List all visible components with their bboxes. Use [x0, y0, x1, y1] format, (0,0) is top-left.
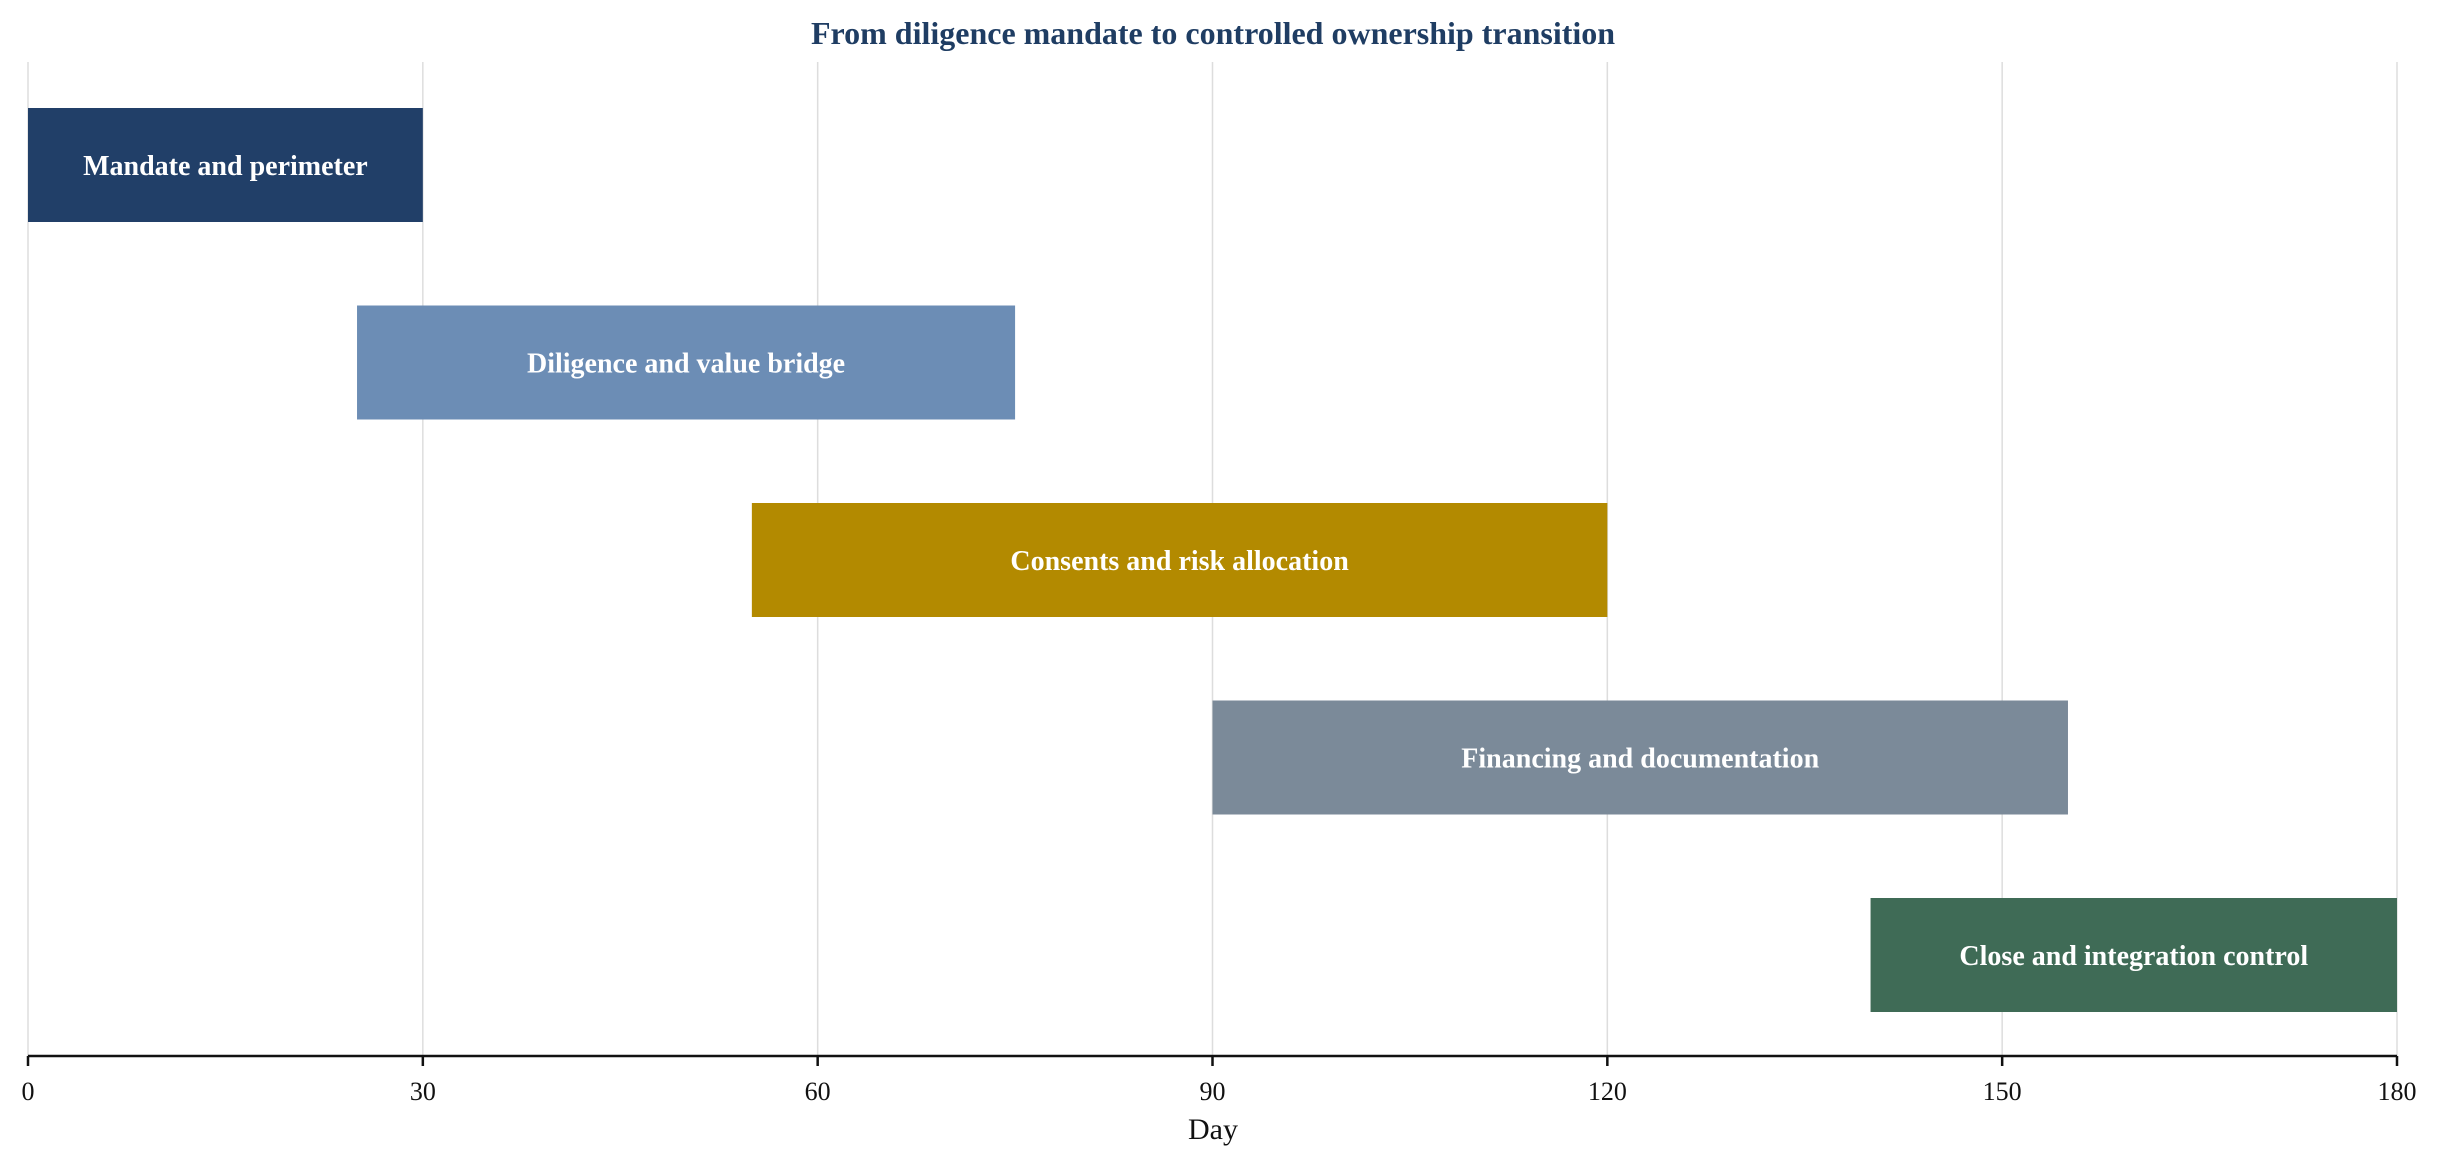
gantt-bar-group: Close and integration control	[1870, 898, 2397, 1012]
gantt-bar-group: Diligence and value bridge	[357, 305, 1016, 420]
gantt-bar	[751, 503, 1608, 617]
gantt-bar-group: Mandate and perimeter	[28, 108, 423, 222]
gantt-bar	[1870, 898, 2397, 1012]
gantt-bar	[1212, 700, 2068, 815]
x-tick-label: 180	[2378, 1077, 2417, 1106]
x-tick-label: 90	[1200, 1077, 1226, 1106]
gantt-bar-label: Close and integration control	[1959, 941, 2308, 972]
x-axis-ticks: 0 30 60 90 120 150 180	[22, 1056, 2417, 1106]
gantt-bar-label: Mandate and perimeter	[83, 151, 368, 182]
gantt-bar-group: Consents and risk allocation	[751, 503, 1608, 617]
x-tick-label: 30	[410, 1077, 436, 1106]
gantt-bar-label: Consents and risk allocation	[1010, 546, 1349, 577]
gantt-bar	[28, 108, 423, 222]
x-tick-label: 120	[1588, 1077, 1627, 1106]
x-tick-label: 150	[1983, 1077, 2022, 1106]
chart-title: From diligence mandate to controlled own…	[811, 15, 1615, 51]
gantt-bar-group: Financing and documentation	[1212, 700, 2068, 815]
x-axis-label: Day	[1188, 1113, 1238, 1146]
bars: Mandate and perimeter Diligence and value…	[28, 108, 2397, 1012]
x-tick-label: 0	[22, 1077, 35, 1106]
gantt-bar-label: Financing and documentation	[1461, 744, 1819, 775]
gantt-bar-label: Diligence and value bridge	[527, 349, 845, 380]
x-tick-label: 60	[805, 1077, 831, 1106]
gantt-bar	[357, 305, 1016, 420]
